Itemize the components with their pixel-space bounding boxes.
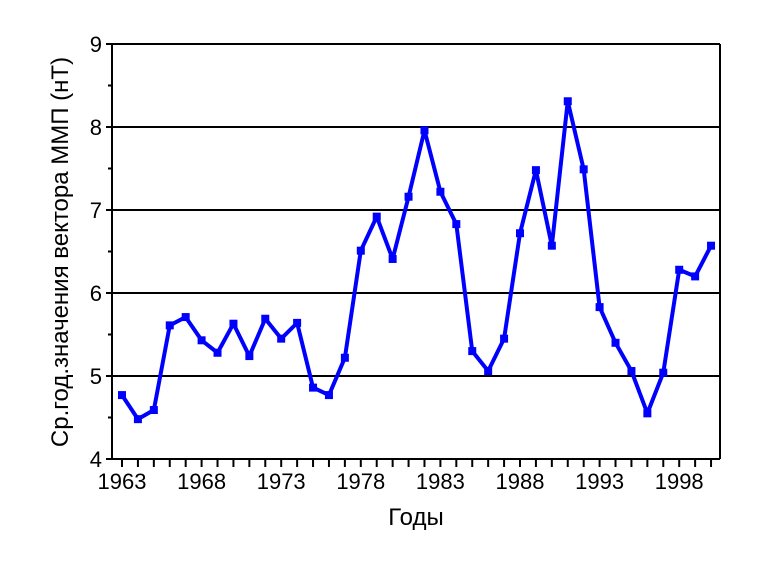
data-point [516, 229, 524, 238]
y-tick-label: 4 [90, 447, 102, 472]
y-tick-label: 9 [90, 32, 102, 57]
data-point [149, 406, 158, 415]
data-point [707, 241, 716, 250]
x-tick-label: 1998 [655, 469, 704, 494]
data-point [627, 367, 636, 376]
data-point [595, 303, 604, 312]
data-point [484, 367, 493, 376]
x-tick-label: 1973 [257, 469, 306, 494]
data-point [197, 336, 206, 345]
data-point [468, 347, 477, 356]
data-point [659, 368, 668, 377]
data-point [388, 254, 397, 263]
data-point [643, 409, 652, 418]
data-point [277, 334, 286, 343]
data-point [547, 241, 556, 250]
data-point [500, 334, 509, 343]
x-tick-label: 1968 [177, 469, 226, 494]
data-point [404, 192, 413, 201]
data-point [229, 319, 238, 328]
x-tick-label: 1988 [496, 469, 545, 494]
data-point [436, 187, 445, 196]
data-point [356, 246, 365, 255]
y-tick-label: 7 [90, 198, 102, 223]
data-point [452, 220, 461, 229]
data-point [531, 166, 540, 175]
y-tick-label: 6 [90, 281, 102, 306]
data-point [181, 313, 190, 322]
x-tick-label: 1978 [336, 469, 385, 494]
x-axis-label: Годы [388, 504, 443, 531]
data-point [133, 415, 142, 424]
data-point [579, 165, 588, 174]
x-tick-label: 1983 [416, 469, 465, 494]
data-point [118, 391, 126, 400]
data-point [309, 383, 318, 392]
y-tick-label: 5 [90, 364, 102, 389]
x-tick-label: 1993 [575, 469, 624, 494]
series-line [120, 99, 713, 422]
x-tick-label: 1963 [98, 469, 147, 494]
data-point [293, 318, 302, 327]
data-point [691, 272, 700, 281]
data-point [165, 321, 174, 330]
data-point [340, 353, 349, 362]
data-point [563, 97, 572, 106]
data-point [420, 126, 429, 135]
data-point [372, 212, 381, 221]
data-point [245, 352, 254, 361]
y-axis-label: Ср.год.значения вектора ММП (нТ) [47, 57, 74, 447]
data-point [324, 391, 333, 400]
data-point [675, 265, 684, 274]
data-point [261, 314, 270, 323]
data-point [611, 338, 620, 347]
data-point [213, 348, 222, 357]
y-tick-label: 8 [90, 115, 102, 140]
